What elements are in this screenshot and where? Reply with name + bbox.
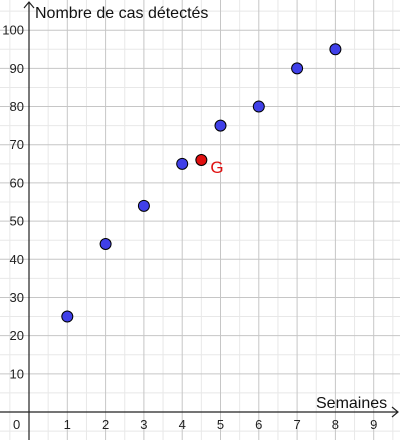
highlight-point-group: G	[195, 154, 224, 177]
data-point	[176, 157, 189, 170]
data-point	[291, 62, 304, 75]
data-point	[61, 310, 74, 323]
x-tick-label: 1	[64, 417, 71, 432]
x-tick-label: 8	[332, 417, 339, 432]
data-point	[329, 43, 342, 56]
x-axis-arrow	[391, 406, 399, 418]
y-axis-arrow	[23, 1, 35, 9]
data-point	[99, 238, 112, 251]
y-tick-label: 100	[2, 23, 24, 38]
tick-labels: 1 2 3 4 5 6 7 8 9 10 20 30 40 50 60 70 80 90 100	[2, 23, 377, 432]
y-tick-label: 50	[10, 214, 24, 229]
y-axis-label: Nombre de cas détectés	[35, 5, 208, 22]
y-tick-label: 70	[10, 137, 24, 152]
x-tick-label: 6	[255, 417, 262, 432]
x-tick-label: 7	[293, 417, 300, 432]
y-tick-label: 20	[10, 328, 24, 343]
origin-label: 0	[13, 417, 20, 432]
y-tick-label: 80	[10, 99, 24, 114]
highlight-point	[195, 154, 208, 167]
y-tick-label: 40	[10, 252, 24, 267]
y-tick-label: 10	[10, 366, 24, 381]
data-point	[137, 199, 150, 212]
x-tick-label: 5	[217, 417, 224, 432]
x-axis-label: Semaines	[316, 395, 387, 412]
data-points	[61, 43, 342, 323]
y-tick-label: 90	[10, 61, 24, 76]
x-tick-label: 4	[179, 417, 186, 432]
data-point	[252, 100, 265, 113]
data-point	[214, 119, 227, 132]
x-tick-label: 2	[102, 417, 109, 432]
y-tick-label: 30	[10, 290, 24, 305]
y-tick-label: 60	[10, 175, 24, 190]
x-tick-label: 9	[370, 417, 377, 432]
x-tick-label: 3	[140, 417, 147, 432]
highlight-point-label: G	[210, 158, 223, 177]
